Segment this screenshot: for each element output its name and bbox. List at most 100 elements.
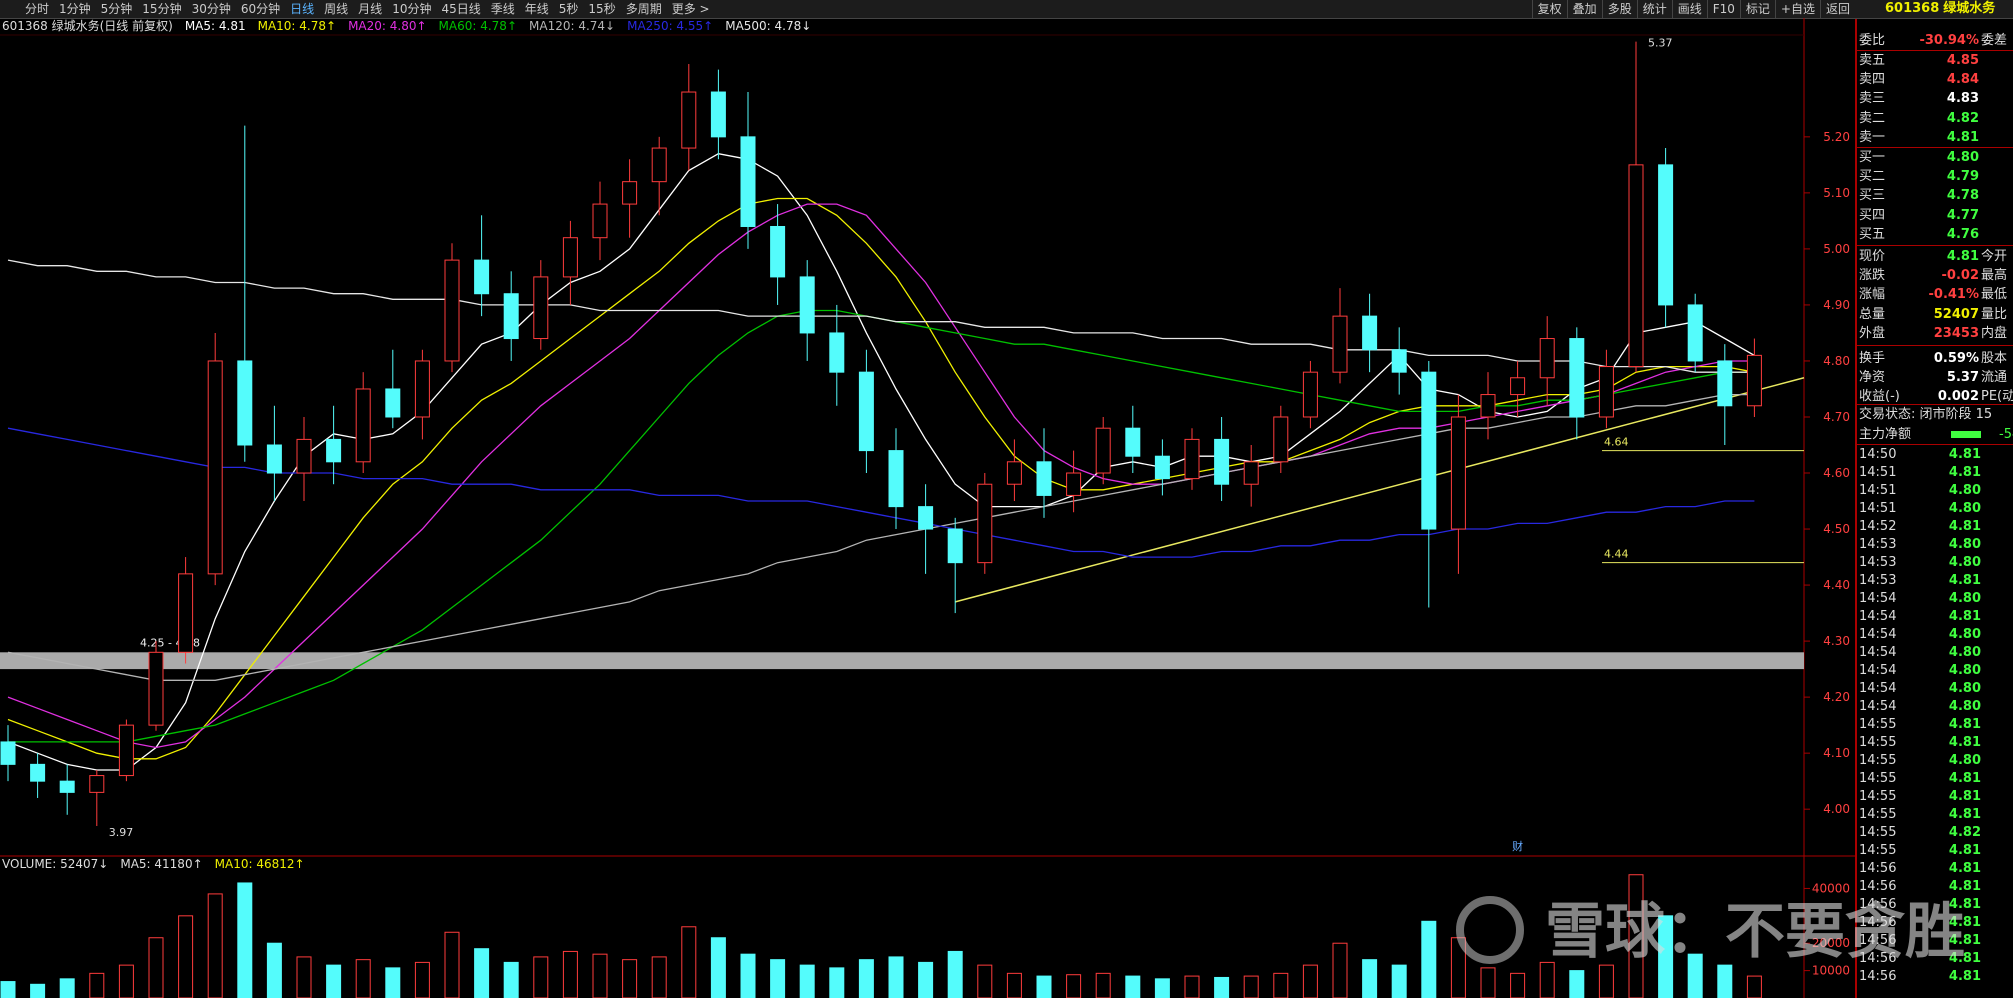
volume-bar bbox=[1066, 974, 1082, 998]
row-value: 4.81 bbox=[1948, 717, 1981, 732]
tool-button[interactable]: +自选 bbox=[1774, 0, 1820, 18]
candle-body bbox=[1006, 461, 1022, 485]
row-label: 14:53 bbox=[1859, 573, 1897, 588]
period-tab[interactable]: 5秒 bbox=[558, 2, 579, 16]
candle-body bbox=[710, 91, 726, 138]
quote-row: 14:56 4.81 bbox=[1859, 949, 2013, 968]
candle-body bbox=[770, 225, 786, 278]
period-tab[interactable]: 45日线 bbox=[441, 2, 481, 16]
candle-body bbox=[148, 651, 164, 726]
quote-header: 601368 绿城水务 bbox=[1855, 0, 2013, 18]
volume-bar bbox=[918, 961, 934, 998]
tool-button[interactable]: F10 bbox=[1706, 0, 1740, 18]
legend-label: MA60: 4.78↑ bbox=[439, 19, 517, 33]
row-label: 现价 bbox=[1859, 249, 1886, 264]
row-label: 14:55 bbox=[1859, 825, 1897, 840]
volume-bar bbox=[1184, 975, 1200, 998]
candle-body bbox=[829, 332, 845, 373]
volume-bar bbox=[474, 948, 490, 998]
quote-row: 总量 52407 量比 bbox=[1859, 305, 2013, 324]
separator bbox=[1857, 444, 2013, 445]
row-value: 4.82 bbox=[1946, 110, 1979, 126]
candle-body bbox=[0, 741, 16, 765]
volume-bar bbox=[740, 953, 756, 998]
candle-body bbox=[1628, 164, 1644, 368]
period-tab[interactable]: 30分钟 bbox=[191, 2, 231, 16]
candle-body bbox=[444, 259, 460, 362]
volume-bar bbox=[178, 915, 194, 998]
quote-row: 买四 4.77 bbox=[1859, 206, 2013, 225]
tool-button[interactable]: 返回 bbox=[1819, 0, 1855, 18]
volume-bar bbox=[977, 964, 993, 998]
legend-label: MA250: 4.55↑ bbox=[627, 19, 713, 33]
period-tab[interactable]: 日线 bbox=[290, 2, 315, 16]
legend-label: MA5: 4.81 bbox=[185, 19, 246, 33]
quote-row: 14:53 4.80 bbox=[1859, 535, 2013, 554]
period-tab[interactable]: 年线 bbox=[524, 2, 549, 16]
quote-row: 14:56 4.81 bbox=[1859, 859, 2013, 878]
candle-body bbox=[1717, 360, 1733, 407]
row-label: 卖三 bbox=[1859, 91, 1886, 107]
volume-bar bbox=[1658, 915, 1674, 998]
period-tab[interactable]: 多周期 bbox=[625, 2, 662, 16]
quote-row: 14:51 4.81 bbox=[1859, 463, 2013, 482]
volume-bar bbox=[533, 956, 549, 998]
row-label: 委比 bbox=[1859, 33, 1886, 48]
quote-row: 14:55 4.80 bbox=[1859, 751, 2013, 770]
row-label: 14:51 bbox=[1859, 483, 1897, 498]
y-tick-label: 4.80 bbox=[1823, 354, 1850, 368]
row-value: 4.81 bbox=[1948, 897, 1981, 912]
row-value: 4.84 bbox=[1946, 72, 1979, 88]
tool-button[interactable]: 统计 bbox=[1636, 0, 1672, 18]
row-value: 4.80 bbox=[1948, 699, 1981, 714]
row-label: 14:55 bbox=[1859, 753, 1897, 768]
row-extra: 内盘 bbox=[1981, 325, 2008, 341]
quote-panel: 委比 -30.94% 委差 卖五 4.85 卖四 4.84 卖三 4.83 卖二 4.82 卖一 4.8… bbox=[1855, 19, 2013, 998]
row-label: 14:52 bbox=[1859, 519, 1897, 534]
period-tab[interactable]: 1分钟 bbox=[59, 2, 91, 16]
period-tab[interactable]: 5分钟 bbox=[100, 2, 133, 16]
volume-bar bbox=[503, 961, 519, 998]
volume-bar bbox=[799, 964, 815, 998]
legend-label: 601368 绿城水务(日线 前复权) bbox=[2, 18, 173, 33]
candle-body bbox=[1746, 354, 1762, 407]
row-value: 0.59% bbox=[1933, 351, 1979, 366]
tool-button[interactable]: 标记 bbox=[1739, 0, 1775, 18]
row-label: 14:55 bbox=[1859, 771, 1897, 786]
period-tab[interactable]: 60分钟 bbox=[240, 2, 281, 16]
period-tab[interactable]: 季线 bbox=[490, 2, 515, 16]
tool-button[interactable]: 叠加 bbox=[1566, 0, 1602, 18]
tool-button[interactable]: 画线 bbox=[1671, 0, 1707, 18]
row-label: 14:56 bbox=[1859, 933, 1897, 948]
volume-bar bbox=[947, 950, 963, 998]
tool-button[interactable]: 多股 bbox=[1601, 0, 1637, 18]
quote-row: 涨跌 -0.02 最高 bbox=[1859, 266, 2013, 285]
period-tab[interactable]: 月线 bbox=[358, 2, 383, 16]
period-tab[interactable]: 15分钟 bbox=[142, 2, 182, 16]
row-label: 14:55 bbox=[1859, 789, 1897, 804]
y-tick-label: 4.00 bbox=[1823, 802, 1850, 816]
candle-body bbox=[651, 147, 667, 183]
period-tab[interactable]: 10分钟 bbox=[392, 2, 432, 16]
quote-row: 委比 -30.94% 委差 bbox=[1859, 31, 2013, 50]
candle-body bbox=[296, 438, 312, 474]
volume-bar bbox=[266, 942, 282, 998]
tool-button[interactable]: 复权 bbox=[1531, 0, 1567, 18]
stock-code: 601368 bbox=[1885, 1, 1940, 16]
row-value: -0.02 bbox=[1941, 268, 1979, 284]
period-tab[interactable]: 更多 > bbox=[671, 2, 710, 16]
high-label: 5.37 bbox=[1648, 37, 1673, 50]
period-tab[interactable]: 周线 bbox=[324, 2, 349, 16]
period-tab[interactable]: 分时 bbox=[25, 2, 50, 16]
period-tab[interactable]: 15秒 bbox=[588, 2, 616, 16]
row-label: 14:56 bbox=[1859, 879, 1897, 894]
quote-row: 14:55 4.81 bbox=[1859, 769, 2013, 788]
quote-row: 卖四 4.84 bbox=[1859, 70, 2013, 89]
candle-body bbox=[799, 276, 815, 334]
quote-row: 14:51 4.80 bbox=[1859, 499, 2013, 518]
row-value: -30.94% bbox=[1919, 33, 1979, 48]
price-band bbox=[0, 652, 1804, 670]
row-label: 14:53 bbox=[1859, 555, 1897, 570]
row-label: 14:56 bbox=[1859, 951, 1897, 966]
